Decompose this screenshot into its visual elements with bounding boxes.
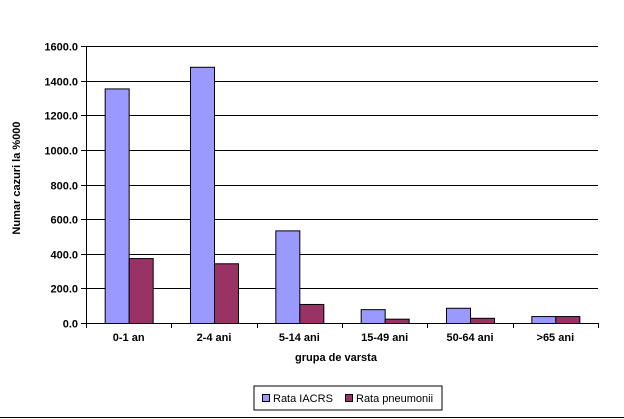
- x-tick-labels: 0-1 an 2-4 ani 5-14 ani 15-49 ani 50-64 ani >…: [86, 323, 599, 344]
- bar-rata-pneumonii: [555, 316, 581, 325]
- bar-rata-pneumonii: [299, 303, 325, 324]
- axes: [86, 46, 598, 324]
- bars: [104, 66, 581, 325]
- bar-rata-pneumonii: [384, 318, 410, 324]
- y-tick-label: 600.0: [50, 215, 78, 227]
- legend-label: Rata pneumonii: [356, 393, 433, 405]
- y-tick-label: 1000.0: [44, 146, 78, 158]
- y-tick-label: 1200.0: [44, 111, 78, 123]
- bar-rata-pneumonii: [128, 258, 154, 324]
- bar-rata-iacrs: [104, 88, 130, 325]
- bar-rata-iacrs: [360, 309, 386, 324]
- legend: Rata IACRS Rata pneumonii: [253, 385, 443, 411]
- bar-rata-iacrs: [190, 66, 215, 325]
- bar-rata-pneumonii: [470, 317, 495, 324]
- y-tick-label: 200.0: [50, 284, 78, 296]
- bar-rata-iacrs: [531, 316, 557, 325]
- x-axis-title: grupa de varsta: [295, 352, 378, 364]
- x-tick-label: 5-14 ani: [279, 332, 320, 344]
- y-tick-label: 400.0: [50, 250, 78, 262]
- y-tick-label: 800.0: [50, 181, 78, 193]
- gridlines: [86, 46, 598, 289]
- y-tick-labels: 0.0 200.0 400.0 600.0 800.0 1000.0 1200.0 1400.…: [44, 42, 86, 331]
- bar-rata-iacrs: [446, 307, 471, 325]
- legend-label: Rata IACRS: [273, 393, 333, 405]
- y-tick-label: 0.0: [63, 319, 78, 331]
- x-tick-label: 2-4 ani: [197, 332, 232, 344]
- x-tick-label: 0-1 an: [113, 332, 145, 344]
- bar-rata-pneumonii: [214, 263, 239, 325]
- y-tick-label: 1400.0: [44, 77, 78, 89]
- legend-items: Rata IACRS Rata pneumonii: [262, 393, 433, 405]
- x-tick-label: 15-49 ani: [361, 332, 408, 344]
- legend-swatch: [345, 394, 353, 402]
- y-axis-title: Numar cazuri la %000: [11, 121, 23, 234]
- legend-swatch: [262, 394, 270, 402]
- x-tick-label: >65 ani: [537, 332, 575, 344]
- bar-rata-iacrs: [275, 230, 301, 324]
- x-tick-label: 50-64 ani: [446, 332, 493, 344]
- y-tick-label: 1600.0: [44, 42, 78, 54]
